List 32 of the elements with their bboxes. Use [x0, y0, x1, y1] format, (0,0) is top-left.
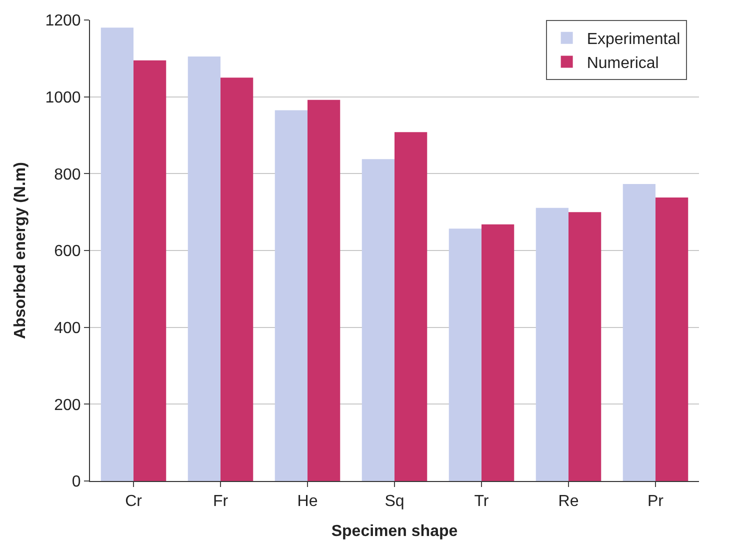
x-tick-label: Re — [558, 493, 579, 510]
x-tick-label: Tr — [474, 493, 490, 510]
bar — [656, 197, 688, 481]
bar — [482, 224, 514, 481]
y-tick-label: 1200 — [45, 12, 81, 30]
x-tick-label: Fr — [212, 493, 229, 510]
x-tick-label: Pr — [648, 493, 664, 510]
bar — [308, 100, 340, 481]
bar — [134, 60, 166, 481]
bar — [220, 78, 254, 481]
y-tick-label: 600 — [54, 243, 81, 260]
x-tick-label: Cr — [125, 493, 143, 510]
bar — [536, 208, 568, 481]
bar — [568, 212, 602, 481]
x-tick-label: He — [297, 493, 318, 510]
y-tick-label: 0 — [72, 474, 81, 491]
y-tick-label: 400 — [54, 320, 81, 337]
bar — [362, 159, 394, 481]
x-axis-title: Specimen shape — [331, 522, 458, 540]
x-tick-label: Sq — [384, 493, 404, 510]
bar — [274, 110, 308, 481]
legend-label: Numerical — [586, 54, 659, 72]
bar — [394, 132, 428, 481]
y-axis-title: Absorbed energy (N.m) — [12, 162, 30, 339]
bar — [622, 184, 656, 481]
bar — [188, 56, 220, 481]
y-tick-label: 200 — [54, 396, 81, 414]
y-tick-label: 1000 — [45, 89, 81, 106]
y-tick-label: 800 — [54, 166, 81, 184]
legend-label: Experimental — [586, 31, 680, 48]
bar — [100, 28, 134, 481]
bar — [448, 228, 482, 481]
